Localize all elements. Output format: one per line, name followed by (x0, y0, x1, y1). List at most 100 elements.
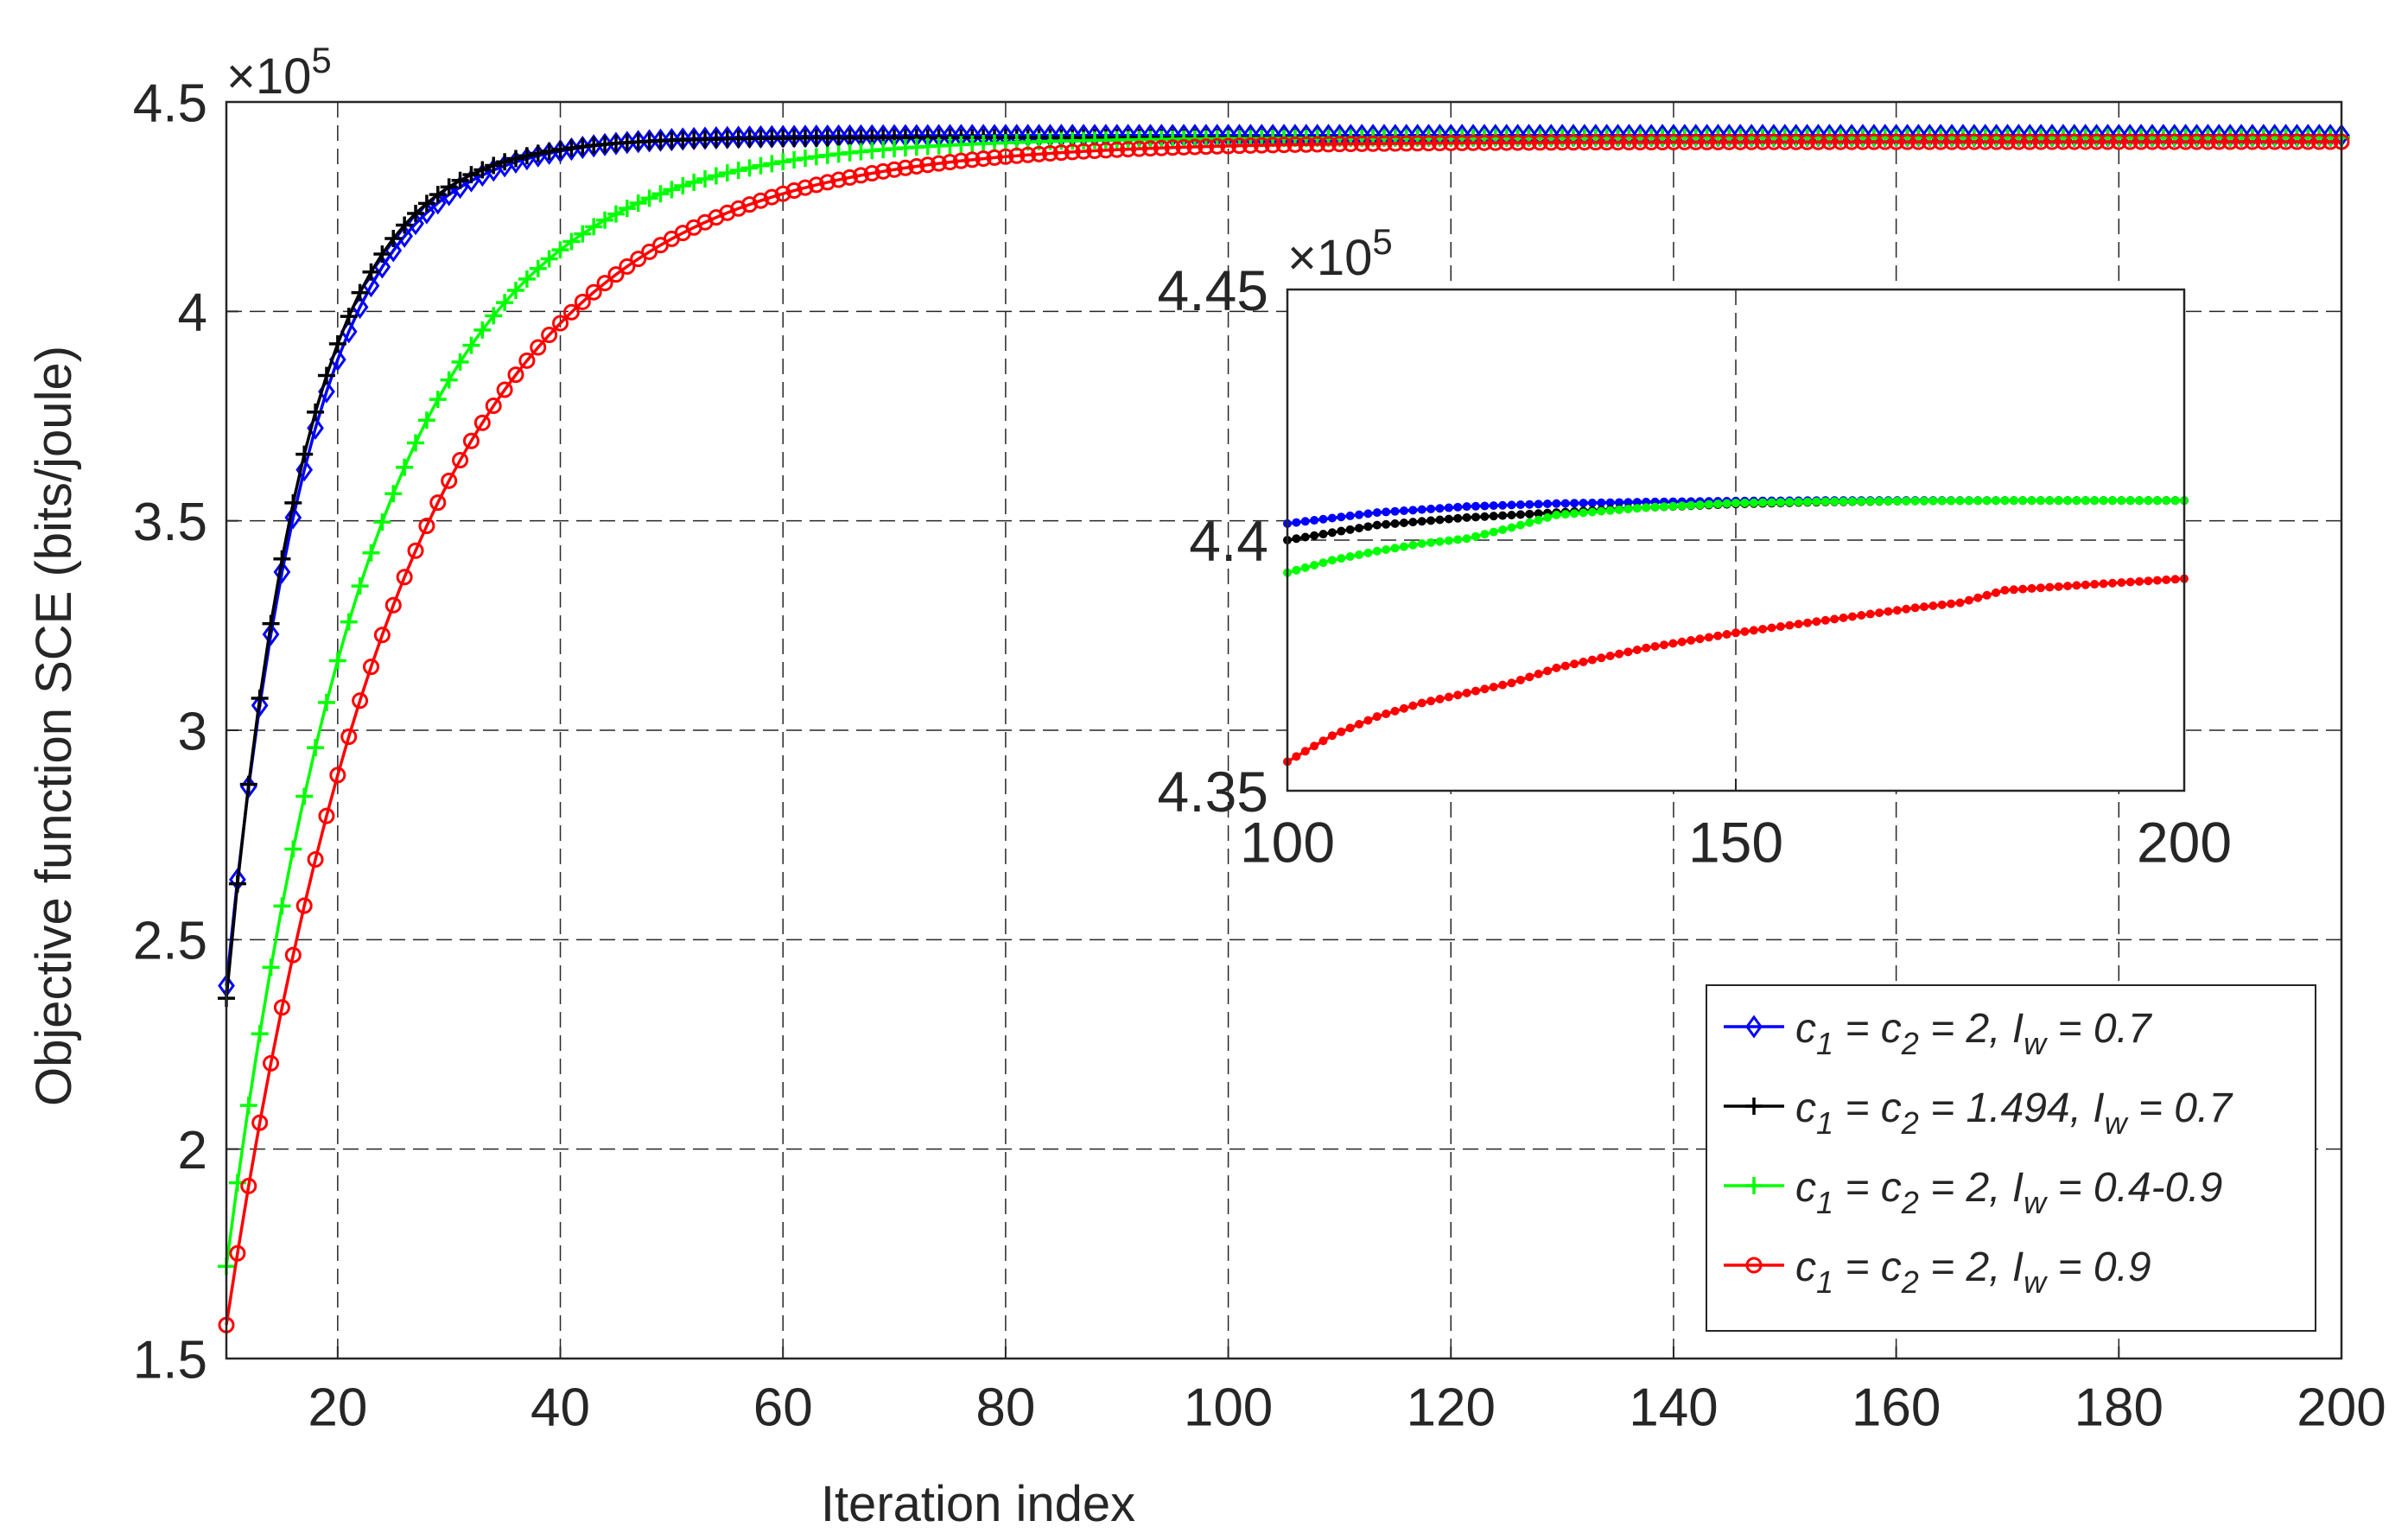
inset-series-3-point-57 (1794, 620, 1803, 629)
inset-series-0-point-4 (1318, 514, 1328, 524)
inset-series-3-point-19 (1453, 690, 1463, 700)
inset-series-1-point-23 (1489, 512, 1498, 521)
main-x-tick-labels: 20 40 60 80 100 120 140 160 180 200 (308, 1378, 2386, 1438)
main-series-3-point-59 (874, 162, 892, 180)
main-x-tick-180: 180 (2074, 1378, 2163, 1438)
main-series-3-point-99 (1320, 136, 1337, 153)
inset-series-0-point-28 (1534, 500, 1543, 509)
main-series-3-point-65 (941, 154, 958, 171)
main-series-2-point-32 (574, 225, 592, 243)
main-series-2-point-9 (317, 693, 335, 711)
legend-label-part: c (1795, 1085, 1816, 1131)
inset-series-3-point-79 (1992, 588, 2001, 597)
main-series-1-point-27 (518, 147, 536, 165)
main-series-3-point-177 (2189, 133, 2206, 150)
main-series-3-point-183 (2255, 133, 2272, 150)
inset-series-1-point-13 (1399, 518, 1408, 527)
inset-series-1-point-25 (1507, 511, 1516, 519)
inset-series-3-point-20 (1462, 688, 1471, 697)
main-series-3-point-20 (441, 472, 458, 489)
main-series-2-point-46 (729, 162, 747, 180)
legend-entry-1: c1 = c2 = 1.494, Iw = 0.7 (1724, 1085, 2233, 1141)
inset-series-1-point-17 (1435, 515, 1445, 525)
main-series-3-point-126 (1620, 134, 1637, 151)
main-series-3-point-94 (1264, 137, 1281, 154)
main-series-3-point-56 (842, 169, 859, 186)
main-series-3-point-91 (1230, 137, 1248, 155)
main-series-2-point-4 (262, 958, 280, 977)
main-series-2-point-23 (473, 321, 492, 339)
main-series-2-point-16 (396, 458, 414, 476)
inset-y-multiplier-exponent: 5 (1372, 221, 1392, 262)
main-series-3-point-17 (407, 542, 424, 559)
main-series-3-point-98 (1309, 136, 1326, 153)
main-series-3-point-82 (1131, 140, 1148, 157)
main-series-3-point-182 (2244, 133, 2261, 150)
legend-label-part: 2 (1901, 1264, 1919, 1300)
main-series-1-point-17 (407, 205, 425, 223)
inset-series-2-point-60 (1820, 497, 1830, 506)
main-series-3-point-147 (1854, 133, 1871, 150)
inset-series-1-point-12 (1390, 519, 1400, 528)
inset-series-2-point-87 (2063, 496, 2073, 506)
inset-series-2-point-17 (1435, 537, 1445, 546)
inset-series-3-point-78 (1982, 590, 1992, 600)
main-series-2-point-8 (307, 739, 325, 757)
main-series-3-point-169 (2099, 133, 2116, 150)
main-series-3-point-71 (1008, 147, 1026, 164)
inset-series-3-point-95 (2135, 576, 2144, 586)
main-series-1-point-2 (239, 775, 257, 793)
inset-series-1-point-15 (1417, 517, 1426, 526)
main-series-3-point-149 (1877, 133, 1894, 150)
main-series-3-point-180 (2221, 133, 2239, 150)
inset-series-2-point-46 (1695, 500, 1705, 510)
inset-series-2-point-56 (1785, 498, 1795, 507)
main-series-3-point-60 (886, 161, 903, 178)
main-series-1-point-9 (317, 366, 335, 385)
inset-series-3-point-43 (1668, 639, 1678, 648)
main-series-1-point-5 (273, 550, 291, 568)
inset-y-multiplier: ×105 (1287, 221, 1393, 286)
inset-series-2-point-90 (2090, 496, 2100, 506)
main-y-multiplier: ×105 (226, 40, 332, 105)
main-series-3-point-53 (808, 176, 825, 194)
main-series-3 (218, 133, 2350, 1333)
main-series-3-point-109 (1431, 135, 1448, 152)
legend-label-part: = c (1833, 1165, 1902, 1211)
legend-label-part: = 2, I (1919, 1165, 2024, 1211)
main-series-3-point-6 (284, 946, 302, 964)
main-series-0-point-4 (262, 622, 280, 646)
main-series-3-point-102 (1353, 135, 1370, 152)
inset-series-2-point-19 (1453, 535, 1463, 544)
inset-series-1-point-5 (1327, 528, 1337, 538)
main-series-3-point-100 (1331, 136, 1348, 153)
inset-series-3-point-75 (1955, 598, 1965, 608)
main-series-2-point-5 (273, 897, 291, 915)
legend-box (1706, 984, 2316, 1332)
main-series-2-point-45 (718, 164, 736, 182)
inset-series-2-point-8 (1355, 550, 1364, 559)
inset-axes: 100 150 200 4.35 4.4 4.45 ×105 (1158, 221, 2233, 875)
inset-series-3-point-91 (2099, 579, 2108, 589)
inset-series-3-point-97 (2152, 576, 2162, 585)
main-x-tick-80: 80 (975, 1378, 1035, 1438)
inset-series-2-point-79 (1992, 496, 2001, 506)
main-series-3-point-88 (1198, 138, 1215, 156)
main-series-3-point-148 (1865, 133, 1883, 150)
inset-series-0-point-25 (1507, 500, 1516, 510)
inset-series-3-point-44 (1677, 637, 1687, 646)
main-series-2-point-48 (752, 156, 770, 175)
legend-label-part: = c (1833, 1244, 1902, 1290)
main-series-1-point-28 (529, 144, 547, 162)
main-series-3-point-136 (1731, 133, 1749, 150)
legend-label-part: = 0.4-0.9 (2046, 1165, 2222, 1211)
inset-series-3-point-6 (1337, 727, 1346, 736)
inset-series-3-point-31 (1560, 661, 1570, 671)
inset-series-0-point-12 (1390, 506, 1400, 516)
main-series-3-point-37 (630, 251, 647, 268)
main-x-tick-200: 200 (2297, 1378, 2386, 1438)
inset-series-2-point-76 (1964, 496, 1973, 506)
inset-series-2-point-61 (1830, 497, 1839, 506)
main-series-3-point-72 (1020, 146, 1037, 163)
legend-label-part: c (1795, 1006, 1816, 1052)
